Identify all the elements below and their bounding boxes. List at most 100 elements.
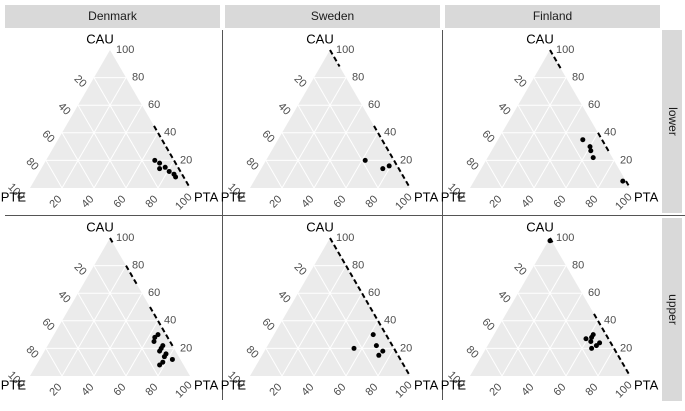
dashed-line [153,125,191,189]
ternary-background [30,50,190,188]
ternary-background [30,238,190,376]
data-point [380,166,386,172]
pta-tick-label: 60 [111,381,128,398]
pte-tick-label: 40 [275,289,292,306]
data-point [155,332,161,338]
row-strip [662,218,682,401]
data-point [588,148,594,154]
cau-tick-label: 100 [116,232,134,244]
data-point [386,163,392,169]
grid-line [265,348,283,377]
pte-tick-label: 80 [23,344,40,361]
axis-label-top: CAU [86,31,113,46]
data-point [166,168,172,174]
grid-line [313,104,363,189]
data-point [376,352,382,358]
pta-tick-label: 80 [363,381,380,398]
grid-line [597,348,615,377]
data-point [152,157,158,163]
axis-label-left: PTE [441,377,467,392]
cau-tick-label: 60 [368,99,380,111]
axis-label-top: CAU [306,31,333,46]
data-point [588,339,594,344]
cau-tick-label: 20 [400,342,412,354]
pta-tick-label: 100 [173,191,194,212]
ternary-background [250,50,410,188]
cau-tick-label: 80 [352,72,364,84]
grid-line [93,292,143,377]
row-strip-label: lower [666,107,680,136]
pte-tick-label: 40 [495,289,512,306]
pta-tick-label: 80 [143,193,160,210]
pte-tick-label: 40 [55,289,72,306]
cau-tick-label: 80 [352,260,364,272]
data-point [597,340,603,346]
grid-line [533,104,583,189]
cau-tick-label: 100 [336,232,354,244]
cau-tick-label: 100 [336,44,354,56]
cau-tick-label: 80 [132,260,144,272]
cau-tick-label: 40 [604,315,616,327]
pta-tick-label: 20 [487,381,504,398]
axis-label-right: PTA [634,377,659,392]
pta-tick-label: 100 [393,379,414,400]
cau-tick-label: 40 [384,315,396,327]
grid-line [533,292,583,377]
data-point [169,356,175,362]
grid-line [485,160,503,189]
grid-line [61,132,95,189]
data-point [173,174,179,180]
pta-tick-label: 20 [487,193,504,210]
axis-label-top: CAU [306,219,333,234]
cau-tick-label: 100 [556,44,574,56]
cau-tick-label: 80 [132,72,144,84]
pta-tick-label: 60 [551,193,568,210]
column-strip-label: Finland [533,9,572,23]
grid-line [565,132,599,189]
dashed-line [549,49,563,72]
axis-label-right: PTA [414,377,439,392]
grid-line [93,104,143,189]
grid-line [281,320,315,377]
cau-tick-label: 20 [180,342,192,354]
pte-tick-label: 20 [291,73,308,90]
cau-tick-label: 60 [368,287,380,299]
grid-line [77,104,127,189]
data-point [157,166,163,172]
pta-tick-label: 80 [363,193,380,210]
axis-label-left: PTE [441,189,467,204]
axis-label-top: CAU [526,31,553,46]
pte-tick-label: 40 [275,101,292,118]
data-point [161,354,167,360]
grid-line [501,132,535,189]
data-point [589,345,595,351]
pte-tick-label: 20 [511,261,528,278]
column-strip [225,5,440,28]
pte-tick-label: 20 [511,73,528,90]
axis-label-top: CAU [526,219,553,234]
pta-tick-label: 60 [551,381,568,398]
data-point [587,144,593,150]
column-strip [445,5,660,28]
cau-tick-label: 60 [148,99,160,111]
pte-tick-label: 80 [243,344,260,361]
column-strip [5,5,220,28]
grid-line [345,132,379,189]
grid-line [157,160,175,189]
pta-tick-label: 20 [267,381,284,398]
pta-tick-label: 100 [613,379,634,400]
grid-line [501,320,535,377]
grid-line [61,320,95,377]
data-point [380,348,386,354]
cau-tick-label: 80 [572,260,584,272]
pta-tick-label: 60 [111,193,128,210]
cau-tick-label: 60 [148,287,160,299]
data-point [162,164,168,170]
pte-tick-label: 60 [259,128,276,145]
pta-tick-label: 80 [583,381,600,398]
data-point [583,336,589,342]
grid-line [125,320,159,377]
cau-tick-label: 60 [588,99,600,111]
data-point [351,345,357,351]
